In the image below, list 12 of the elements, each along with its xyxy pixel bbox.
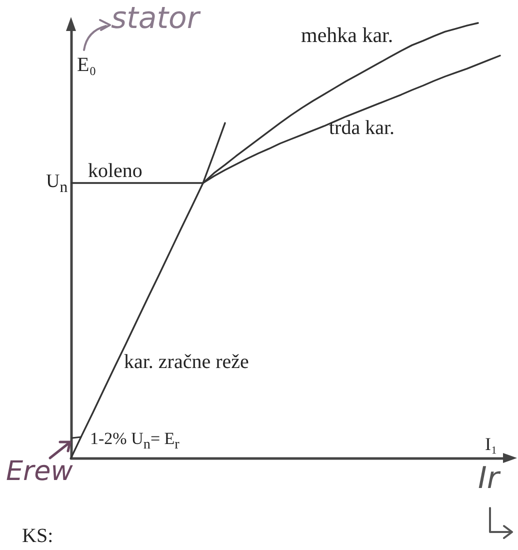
text: Ir [478,461,500,496]
annotation: stator [111,1,200,36]
series-label: mehka kar. [301,23,394,47]
annotation: Erew [6,456,73,487]
series-label: kar. zračne reže [124,351,249,373]
y-axis-title: E₀ [77,54,96,76]
x-axis-title: I₁ [485,434,498,454]
text: KS: [22,525,54,547]
annotation: koleno [88,160,142,182]
annotation: 1-2% U$_{n}$= E$_{r}$ [90,429,180,452]
ref-line-label: U$_{n}$ [46,171,68,196]
series-label: trda kar. [329,117,395,139]
